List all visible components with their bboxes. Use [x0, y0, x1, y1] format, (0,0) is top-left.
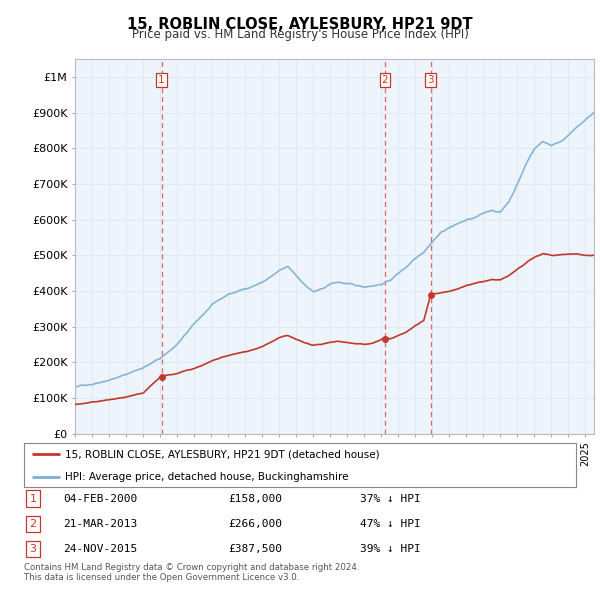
- Text: 04-FEB-2000: 04-FEB-2000: [63, 494, 137, 503]
- Text: 1: 1: [29, 494, 37, 503]
- Text: Price paid vs. HM Land Registry's House Price Index (HPI): Price paid vs. HM Land Registry's House …: [131, 28, 469, 41]
- Text: 47% ↓ HPI: 47% ↓ HPI: [360, 519, 421, 529]
- Text: 3: 3: [29, 545, 37, 554]
- Text: 2: 2: [382, 74, 388, 84]
- Text: Contains HM Land Registry data © Crown copyright and database right 2024.: Contains HM Land Registry data © Crown c…: [24, 563, 359, 572]
- Text: 2: 2: [29, 519, 37, 529]
- Text: 24-NOV-2015: 24-NOV-2015: [63, 545, 137, 554]
- Text: £266,000: £266,000: [228, 519, 282, 529]
- Text: £387,500: £387,500: [228, 545, 282, 554]
- Text: This data is licensed under the Open Government Licence v3.0.: This data is licensed under the Open Gov…: [24, 573, 299, 582]
- Text: 1: 1: [158, 74, 165, 84]
- Text: 3: 3: [427, 74, 434, 84]
- Text: 15, ROBLIN CLOSE, AYLESBURY, HP21 9DT (detached house): 15, ROBLIN CLOSE, AYLESBURY, HP21 9DT (d…: [65, 450, 380, 460]
- Text: HPI: Average price, detached house, Buckinghamshire: HPI: Average price, detached house, Buck…: [65, 472, 349, 482]
- Text: 21-MAR-2013: 21-MAR-2013: [63, 519, 137, 529]
- Text: £158,000: £158,000: [228, 494, 282, 503]
- Text: 37% ↓ HPI: 37% ↓ HPI: [360, 494, 421, 503]
- Text: 39% ↓ HPI: 39% ↓ HPI: [360, 545, 421, 554]
- Text: 15, ROBLIN CLOSE, AYLESBURY, HP21 9DT: 15, ROBLIN CLOSE, AYLESBURY, HP21 9DT: [127, 17, 473, 31]
